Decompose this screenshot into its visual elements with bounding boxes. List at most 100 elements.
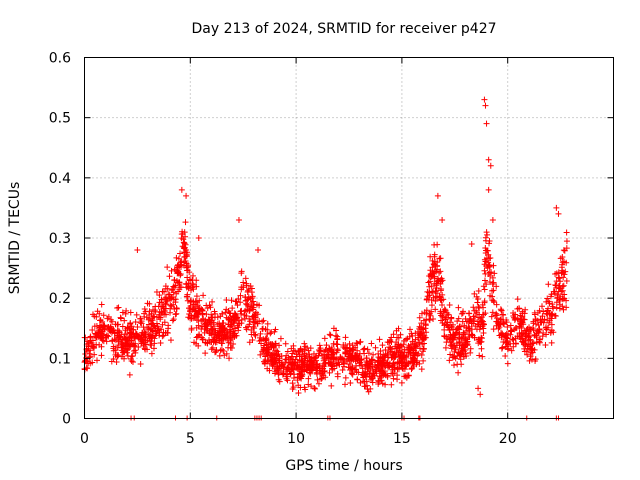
data-point [558, 288, 565, 295]
data-point [262, 353, 269, 360]
data-point [253, 301, 260, 308]
data-point [486, 269, 493, 276]
data-point [514, 296, 521, 303]
data-point [317, 345, 324, 352]
data-point [508, 347, 515, 354]
data-point [143, 341, 150, 348]
data-point [561, 271, 568, 278]
data-point [101, 325, 108, 332]
data-point [504, 338, 511, 345]
data-point [470, 313, 477, 320]
data-point [187, 298, 194, 305]
data-point [166, 295, 173, 302]
data-point [390, 360, 397, 367]
data-point [84, 347, 91, 354]
data-point [246, 321, 253, 328]
data-point [230, 314, 237, 321]
data-point [401, 337, 408, 344]
data-point [252, 314, 259, 321]
data-point [96, 333, 103, 340]
data-point [543, 310, 550, 317]
data-point [543, 331, 550, 338]
data-point [488, 313, 495, 320]
data-point [454, 361, 461, 368]
spike-point [434, 192, 441, 199]
data-point [141, 310, 148, 317]
data-point [456, 339, 463, 346]
data-point [114, 321, 121, 328]
data-point [416, 340, 423, 347]
spike-point [235, 216, 242, 223]
data-point [455, 324, 462, 331]
data-point [425, 279, 432, 286]
data-point [98, 343, 105, 350]
data-point [452, 355, 459, 362]
data-point [100, 312, 107, 319]
data-point [496, 321, 503, 328]
data-point [559, 283, 566, 290]
data-point [267, 330, 274, 337]
data-point [129, 341, 136, 348]
data-point [155, 313, 162, 320]
data-point [420, 335, 427, 342]
data-point [524, 325, 531, 332]
data-point [394, 372, 401, 379]
data-point [157, 314, 164, 321]
data-point [522, 306, 529, 313]
data-point [431, 253, 438, 260]
data-point [471, 290, 478, 297]
data-point [184, 297, 191, 304]
data-point [294, 374, 301, 381]
data-point [348, 370, 355, 377]
data-point [489, 274, 496, 281]
data-point [434, 262, 441, 269]
data-point [186, 311, 193, 318]
data-point [489, 309, 496, 316]
data-point [252, 332, 259, 339]
data-point [445, 311, 452, 318]
data-point [109, 337, 116, 344]
data-point [532, 317, 539, 324]
data-point [466, 310, 473, 317]
data-point [453, 342, 460, 349]
data-point [514, 333, 521, 340]
data-point [238, 286, 245, 293]
data-point [135, 343, 142, 350]
spike-point [195, 235, 202, 241]
data-point [347, 379, 354, 386]
data-point [342, 374, 349, 381]
data-point [521, 345, 528, 352]
data-point [137, 361, 144, 368]
data-point [423, 329, 430, 336]
data-point [305, 362, 312, 369]
data-point [173, 310, 180, 317]
data-point [524, 351, 531, 358]
spike-point [482, 102, 489, 109]
data-point [448, 345, 455, 352]
data-point [150, 306, 157, 313]
data-point [259, 318, 266, 325]
data-point [490, 326, 497, 333]
data-point [448, 314, 455, 321]
data-point [405, 372, 412, 379]
data-point [503, 330, 510, 337]
data-point [168, 267, 175, 274]
data-point [519, 310, 526, 317]
data-point [132, 349, 139, 356]
data-point [353, 354, 360, 361]
data-point [226, 355, 233, 362]
data-point [563, 229, 570, 236]
data-point [332, 332, 339, 339]
data-point [504, 323, 511, 330]
data-point [181, 229, 188, 236]
data-point [326, 331, 333, 338]
data-point [367, 358, 374, 365]
data-point [313, 369, 320, 376]
data-point [396, 360, 403, 367]
data-point [424, 293, 431, 300]
data-point [128, 353, 135, 360]
data-point [545, 298, 552, 305]
spike-point [481, 96, 488, 103]
data-point [362, 383, 369, 390]
